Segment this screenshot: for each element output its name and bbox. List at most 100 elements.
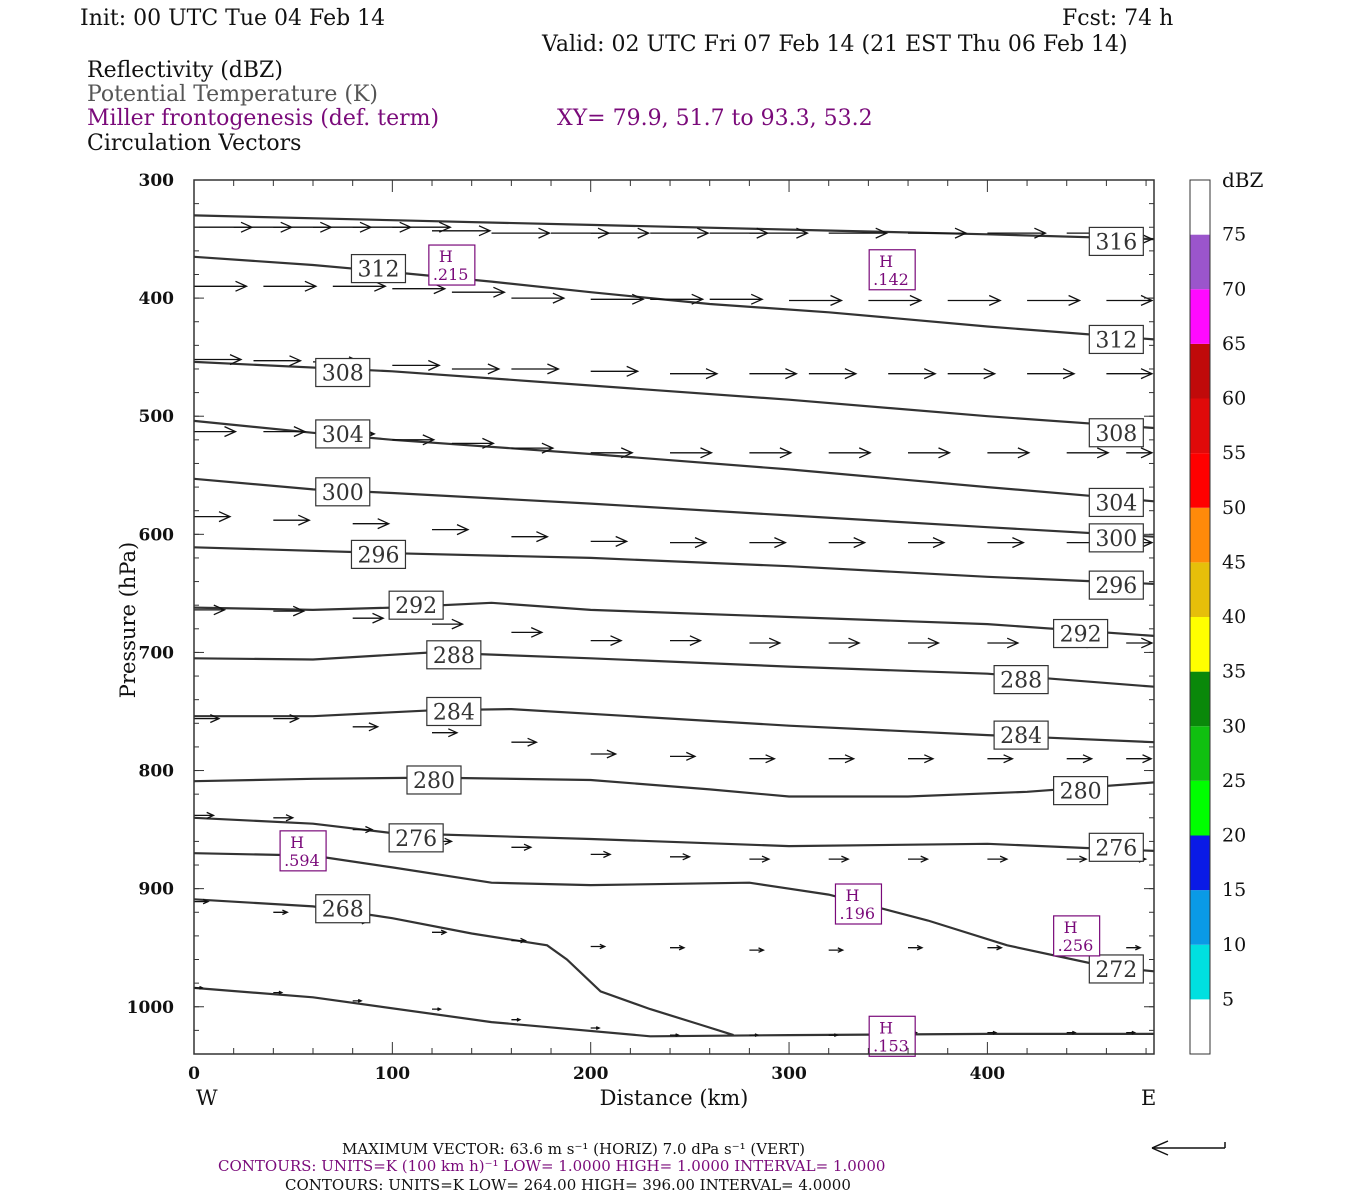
contour-label-308: 308 [1095,422,1137,447]
contour-label-box [388,590,444,620]
contour-label-box [1088,523,1144,553]
circulation-vector [947,294,1002,306]
circulation-vector [194,811,216,820]
colorbar-segment [1190,944,1210,1000]
contour-label-288: 288 [433,644,475,669]
colorbar-segment [1190,289,1210,344]
circulation-vector [273,514,311,526]
circulation-vector [590,635,623,646]
circulation-vector [987,227,1047,239]
circulation-vector [590,850,612,859]
circulation-vector [908,754,935,764]
circulation-vector [273,714,300,724]
circulation-vector [352,825,374,834]
circulation-vector [511,363,560,375]
contour-label-box [993,720,1049,750]
colorbar-level-label: 30 [1222,715,1246,737]
y-tick-label: 900 [139,880,175,900]
theta-contour-272 [193,852,1155,973]
circulation-vector [194,898,210,905]
contour-label-304: 304 [322,423,364,448]
frontogenesis-high-box [428,244,476,286]
contour-label-296: 296 [1095,574,1137,599]
max-vector-text: MAXIMUM VECTOR: 63.6 m s⁻¹ (HORIZ) 7.0 d… [342,1140,805,1158]
colorbar-segment [1190,726,1210,781]
contour-label-296: 296 [357,543,399,568]
circulation-vector [194,280,249,292]
frontogenesis-high-label: H [845,886,859,905]
contour-label-280: 280 [413,769,455,794]
circulation-vector [670,1033,681,1037]
colorbar-level-label: 75 [1222,224,1246,246]
x-axis-label: Distance (km) [600,1086,749,1110]
circulation-vector [1066,447,1110,459]
circulation-vector [868,294,923,306]
circulation-vectors [194,221,1154,1037]
contour-label-box [388,823,444,853]
circulation-vector [1027,368,1076,380]
colorbar-unit: dBZ [1222,168,1264,192]
circulation-vector [352,612,385,624]
colorbar-level-label: 25 [1222,770,1246,792]
circulation-vector [590,1026,601,1030]
circulation-vector [432,225,492,237]
y-tick-label: 1000 [127,998,174,1018]
circulation-vector [650,293,705,305]
frontogenesis-high-box [1053,915,1101,957]
circulation-vector [749,855,771,863]
colorbar-segment [1190,398,1210,454]
circulation-vector [511,843,533,851]
contour-label-300: 300 [1095,527,1137,552]
y-tick-label: 600 [139,525,175,545]
colorbar-level-label: 35 [1222,661,1246,683]
frontogenesis-high-label: H [879,1018,893,1037]
circulation-vector [709,293,764,305]
circulation-vector [987,447,1031,459]
contour-label-292: 292 [395,594,437,619]
circulation-vector [1066,1030,1077,1035]
circulation-vector [987,754,1014,764]
contour-label-box [1088,954,1144,984]
circulation-vector [650,227,710,239]
contour-label-box [993,664,1049,695]
circulation-vector [828,947,845,953]
colorbar-segment [1190,234,1210,290]
frontogenesis-high-value: .594 [284,851,320,870]
circulation-vector [1066,855,1088,863]
frontogenesis-high-box [868,1015,916,1057]
theta-contour-284 [194,707,1155,744]
circulation-vector [590,749,618,759]
field-reflectivity: Reflectivity (dBZ) [87,58,283,83]
theta-contour-280 [193,776,1155,798]
x-tick-label: 0 [188,1064,200,1084]
contour-label-276: 276 [395,827,437,852]
circulation-vector [511,737,539,747]
circulation-vector [491,227,552,239]
circulation-vector [590,535,629,547]
circulation-vector [749,754,776,764]
circulation-vector [749,947,765,953]
circulation-vector [194,354,243,366]
y-tick-label: 700 [139,643,175,663]
contour-label-292: 292 [1060,623,1102,648]
circulation-vector [263,280,318,292]
colorbar-level-label: 5 [1222,988,1234,1010]
circulation-vector [194,604,227,616]
circulation-vector [987,637,1020,649]
circulation-vector [1126,1030,1137,1035]
circulation-vector [670,635,703,646]
circulation-vector [590,365,640,377]
circulation-vector [1066,754,1094,764]
circulation-vector [253,355,303,367]
contour-label-box [1088,226,1144,257]
field-potential-temperature: Potential Temperature (K) [87,82,378,107]
circulation-vector [511,627,544,638]
colorbar-segment [1190,453,1210,508]
circulation-vector [828,227,889,239]
circulation-vector [749,637,782,649]
theta-contour-288 [193,651,1155,688]
circulation-vector [352,518,391,530]
contour-label-box [1053,618,1109,649]
circulation-vector [511,442,555,454]
colorbar-segment [1190,671,1210,727]
